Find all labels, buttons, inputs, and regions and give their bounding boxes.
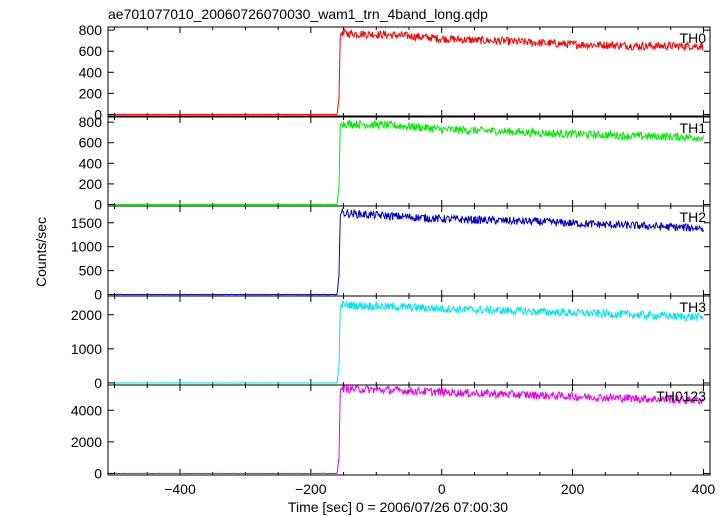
y-tick-label: 200	[79, 176, 103, 192]
y-tick-label: 200	[79, 85, 103, 101]
x-tick-label: 0	[438, 481, 446, 497]
y-tick-label: 1000	[71, 239, 102, 255]
y-tick-label: 500	[79, 263, 103, 279]
series-label: TH2	[680, 209, 707, 225]
panel-frame	[107, 205, 711, 297]
panel-th0123: 0 2000 4000 TH0123 −400 −200 0 200 400	[71, 383, 716, 497]
y-tick-label: 0	[94, 196, 102, 212]
y-tick-label: 400	[79, 155, 103, 171]
y-tick-label: 600	[79, 43, 103, 59]
series-label: TH3	[680, 299, 707, 315]
series-label: TH1	[680, 120, 707, 136]
y-tick-label: 2000	[71, 307, 102, 323]
series-line-th3	[114, 299, 704, 384]
x-tick-label: 200	[561, 481, 585, 497]
x-tick-label: 400	[692, 481, 716, 497]
series-label: TH0123	[656, 388, 706, 404]
y-tick-label: 2000	[71, 434, 102, 450]
y-tick-label: 0	[94, 106, 102, 122]
panel-th1: 0 200 400 600 800 TH1	[79, 114, 711, 212]
y-tick-label: 800	[79, 22, 103, 38]
y-tick-label: 0	[94, 375, 102, 391]
y-tick-label: 400	[79, 64, 103, 80]
panel-th0: 0 200 400 600 800 TH0	[79, 22, 711, 122]
y-tick-label: 4000	[71, 402, 102, 418]
y-tick-label: 1500	[71, 215, 102, 231]
series-line-th2	[114, 208, 704, 296]
panel-frame	[107, 295, 711, 386]
y-axis-label: Counts/sec	[33, 217, 49, 287]
panel-frame	[107, 384, 711, 476]
panel-frame	[107, 116, 711, 207]
panel-frame	[107, 26, 711, 117]
series-line-th0	[114, 27, 704, 116]
series-line-th0123	[114, 383, 704, 475]
y-tick-label: 0	[94, 287, 102, 303]
y-tick-label: 800	[79, 114, 103, 130]
y-tick-label: 600	[79, 135, 103, 151]
series-line-th1	[114, 119, 704, 206]
y-tick-label: 1000	[71, 341, 102, 357]
x-tick-label: −400	[164, 481, 196, 497]
panel-th3: 0 1000 2000 TH3	[71, 295, 711, 391]
x-tick-label: −200	[295, 481, 327, 497]
panels-group: 0 200 400 600 800 TH0 0 200 400 600 800 TH1 0 500 1000…	[71, 22, 716, 497]
panel-th2: 0 500 1000 1500 TH2	[71, 205, 711, 303]
chart-title: ae701077010_20060726070030_wam1_trn_4ban…	[108, 6, 488, 22]
x-axis-label: Time [sec] 0 = 2006/07/26 07:00:30	[288, 499, 508, 515]
series-label: TH0	[680, 30, 707, 46]
y-tick-label: 0	[94, 465, 102, 481]
